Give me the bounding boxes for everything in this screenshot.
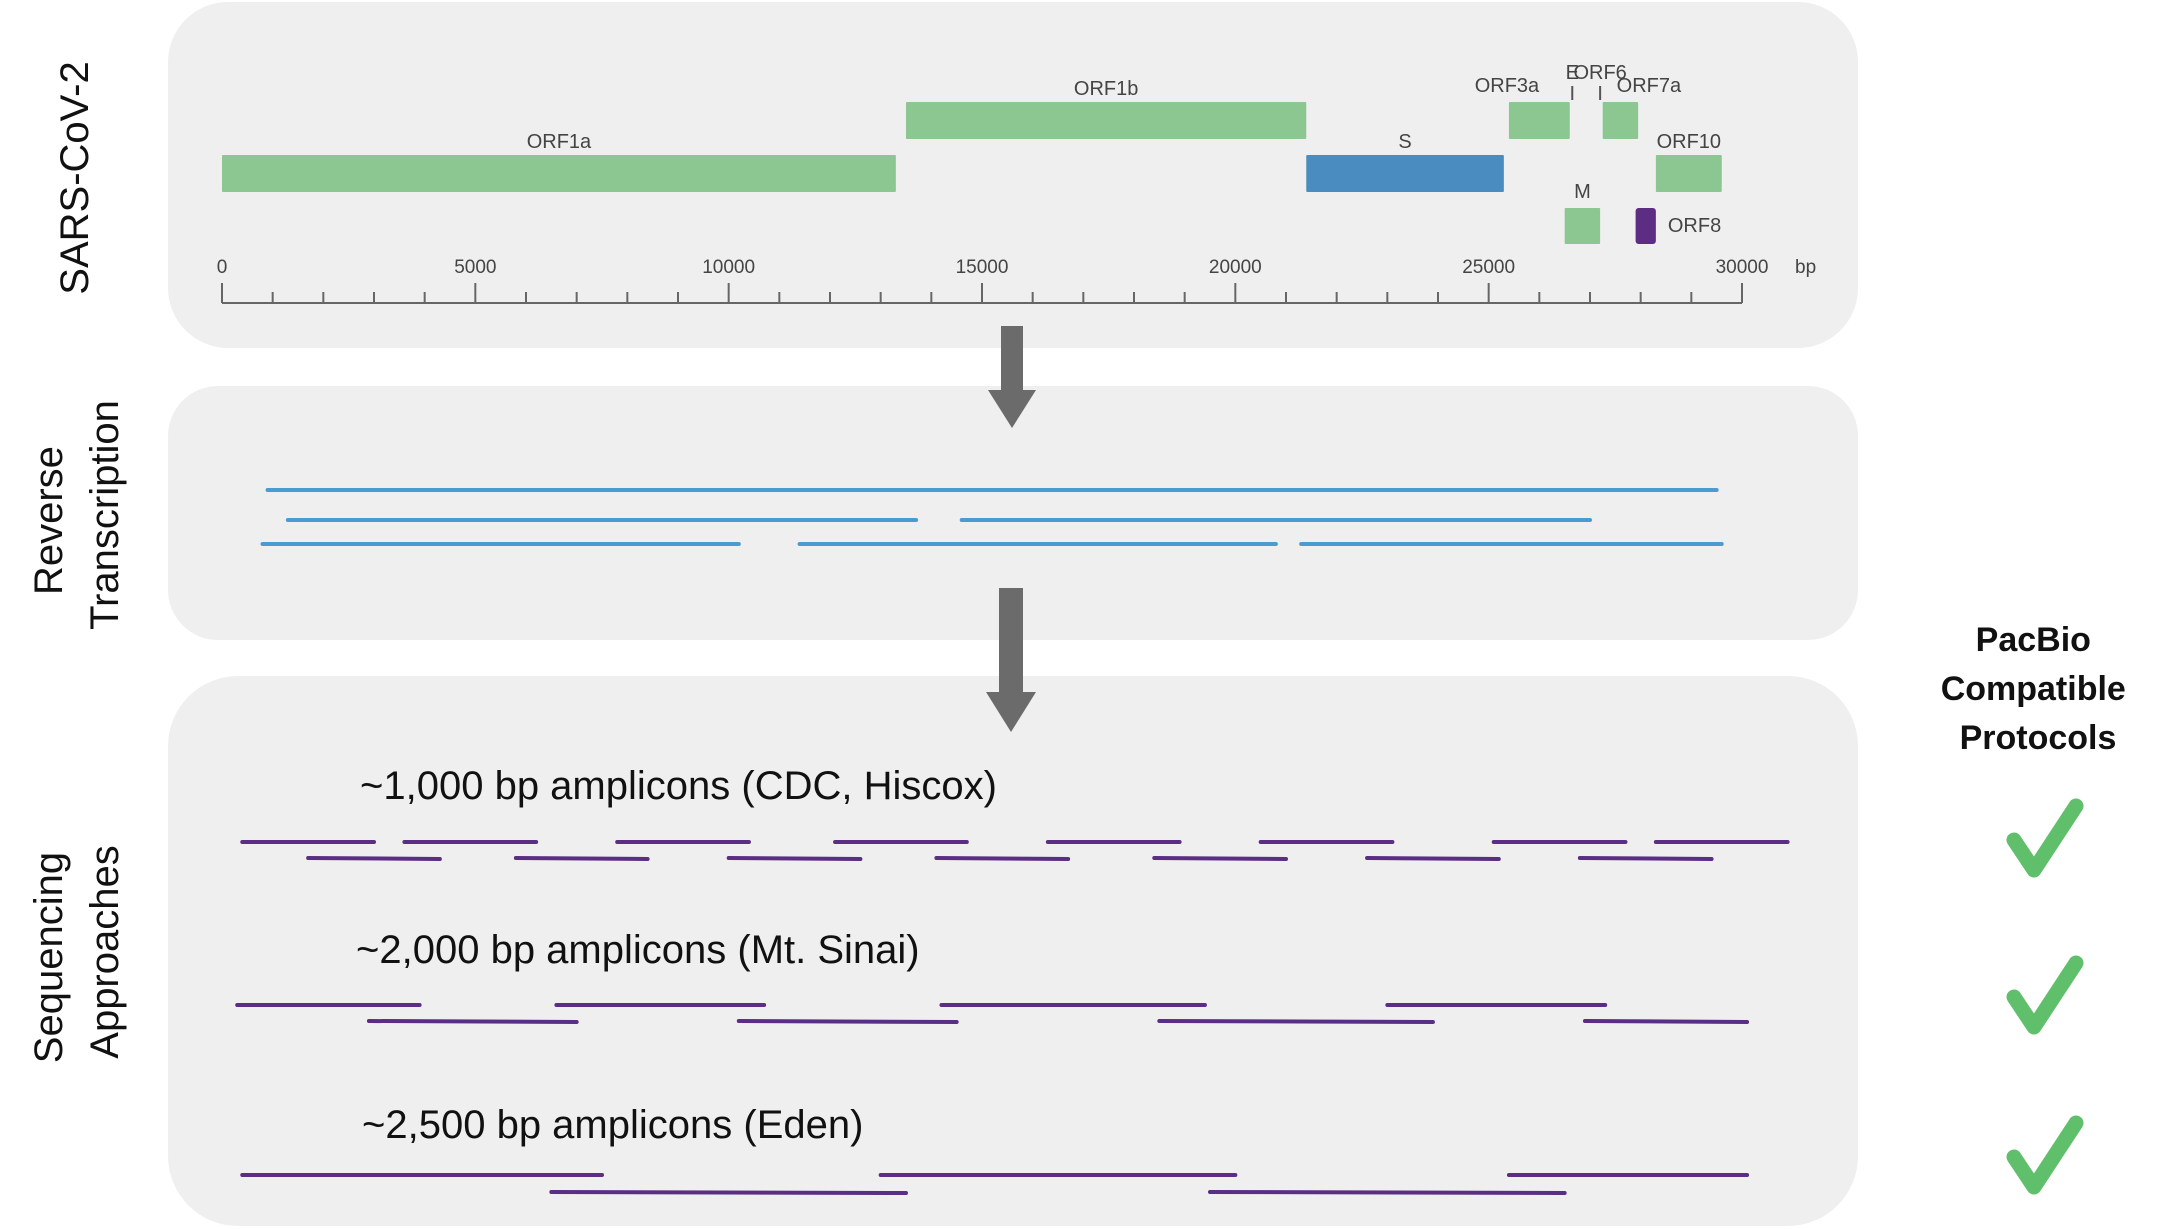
- seq-side-label: Sequencing Approaches: [27, 841, 127, 1063]
- gene-label-m: M: [1574, 181, 1591, 203]
- reverse-transcription-panel: [168, 386, 1858, 640]
- genome-axis: 0 5000 10000 15000 20000 25000 30000 bp: [217, 257, 1816, 304]
- gene-label-orf1b: ORF1b: [1074, 78, 1138, 100]
- gene-bar-orf3a: [1508, 102, 1570, 139]
- genome-panel: [168, 2, 1858, 348]
- pacbio-title: PacBio Compatible Protocols: [1941, 621, 2136, 757]
- gene-label-s: S: [1398, 131, 1411, 153]
- sequencing-panel: [168, 676, 1858, 1226]
- amplicon-tracks: [235, 840, 1790, 1195]
- arrow-down-icon: [986, 588, 1036, 732]
- gene-label-orf3a: ORF3a: [1475, 75, 1540, 97]
- axis-tick-label: 10000: [702, 257, 755, 278]
- gene-bar-orf1b: [906, 102, 1307, 139]
- gene-bar-m: [1564, 208, 1601, 244]
- checkmark-icon: [2006, 1115, 2084, 1195]
- amplicon-track-3: [240, 1173, 1750, 1195]
- protocol-title-1000bp: ~1,000 bp amplicons (CDC, Hiscox): [360, 764, 997, 808]
- amplicon-line: [726, 856, 863, 861]
- axis-tick-label: 15000: [956, 257, 1009, 278]
- amplicon-line: [366, 1019, 579, 1024]
- amplicon-line: [1577, 856, 1714, 861]
- seq-side-label-line-2: Approaches: [83, 845, 127, 1058]
- gene-label-orf1a: ORF1a: [527, 131, 592, 153]
- axis-tick-label: 20000: [1209, 257, 1262, 278]
- pacbio-checks: [2006, 798, 2084, 1195]
- rt-side-label-line-2: Transcription: [83, 400, 127, 630]
- gene-label-orf10: ORF10: [1657, 131, 1721, 153]
- gene-label-e: E: [1566, 62, 1579, 84]
- amplicon-line: [1152, 856, 1288, 861]
- axis-tick-label: 0: [217, 257, 228, 278]
- amplicon-track-1: [240, 840, 1790, 861]
- amplicon-line: [513, 856, 650, 861]
- gene-label-orf8: ORF8: [1668, 215, 1721, 237]
- gene-bar-s: [1306, 155, 1504, 192]
- checkmark-icon: [2006, 798, 2084, 878]
- pacbio-title-line-1: PacBio: [1976, 621, 2091, 659]
- seq-side-label-line-1: Sequencing: [27, 852, 71, 1063]
- protocol-title-2500bp: ~2,500 bp amplicons (Eden): [362, 1103, 863, 1147]
- amplicon-line: [1365, 856, 1501, 861]
- axis-tick-label: 25000: [1462, 257, 1515, 278]
- gene-bar-orf10: [1655, 155, 1722, 192]
- pacbio-title-line-2: Compatible: [1941, 670, 2126, 708]
- amplicon-line: [549, 1190, 908, 1195]
- gene-bar-orf1a: [222, 155, 896, 192]
- genome-side-label: SARS-CoV-2: [53, 61, 97, 294]
- transcript-lines: [260, 488, 1724, 546]
- amplicon-line: [934, 856, 1071, 861]
- amplicon-line: [1208, 1190, 1567, 1195]
- gene-label-orf7a: ORF7a: [1617, 75, 1682, 97]
- arrow-down-icon: [988, 326, 1036, 428]
- amplicon-line: [1157, 1019, 1435, 1024]
- amplicon-track-2: [235, 1003, 1750, 1024]
- protocol-title-2000bp: ~2,000 bp amplicons (Mt. Sinai): [356, 928, 920, 972]
- rt-side-label-line-1: Reverse: [27, 446, 71, 595]
- axis-tick-label: 5000: [454, 257, 496, 278]
- gene-label-orf6: ORF6: [1573, 62, 1626, 84]
- amplicon-line: [306, 856, 442, 861]
- gene-bar-orf7a: [1602, 102, 1639, 139]
- rt-side-label: Reverse Transcription: [27, 400, 127, 630]
- axis-unit-label: bp: [1795, 257, 1816, 278]
- checkmark-icon: [2006, 955, 2084, 1035]
- pacbio-title-line-3: Protocols: [1960, 719, 2117, 757]
- amplicon-line: [736, 1019, 959, 1024]
- axis-tick-label: 30000: [1716, 257, 1769, 278]
- amplicon-line: [1582, 1019, 1750, 1024]
- gene-bar-orf8: [1635, 208, 1656, 244]
